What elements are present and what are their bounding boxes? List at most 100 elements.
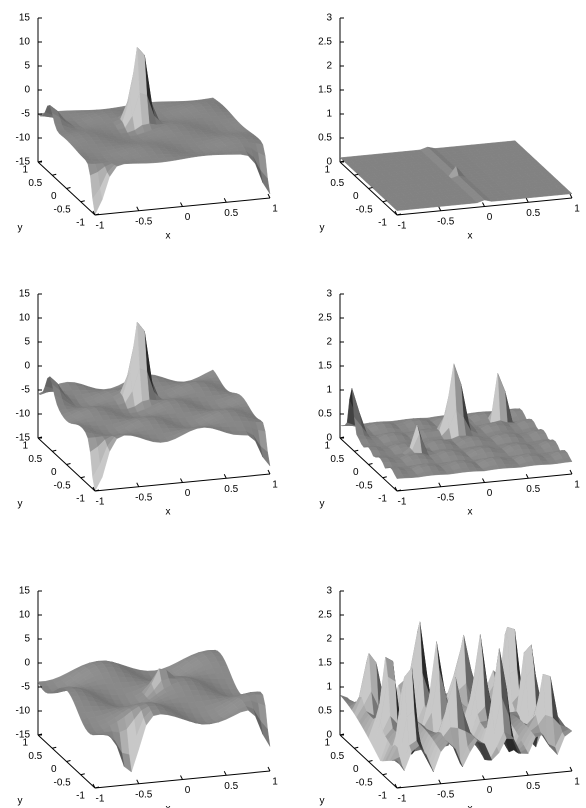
x-tick-label: -1: [96, 794, 105, 805]
x-tick-label: 1: [574, 480, 580, 491]
z-tick-label: 3: [326, 586, 332, 597]
x-tick-label: 0.5: [224, 781, 238, 792]
y-tick-label: -1: [378, 218, 387, 229]
z-tick-label: 0: [24, 361, 30, 372]
x-tick-label: 0: [487, 212, 493, 223]
y-tick-label: 0: [51, 764, 57, 775]
x-tick-label: 0: [185, 785, 191, 796]
z-tick-label: 1.5: [318, 85, 332, 96]
surface-plot: 32.521.510.5010.50-0.5-1-1-0.500.51xy: [318, 586, 580, 808]
x-tick-label: -0.5: [437, 492, 455, 503]
x-tick-label: 0.5: [224, 484, 238, 495]
y-tick: [354, 174, 358, 175]
z-tick-label: 10: [19, 37, 31, 48]
y-tick-label: 1: [22, 441, 28, 452]
x-tick: [570, 767, 572, 771]
z-tick-label: 0.5: [318, 133, 332, 144]
x-axis-label: x: [166, 507, 171, 518]
z-tick-label: 2: [326, 61, 332, 72]
z-tick-label: -10: [16, 706, 31, 717]
x-tick-label: 0.5: [526, 208, 540, 219]
x-tick-label: 1: [272, 204, 278, 215]
y-tick: [67, 761, 71, 762]
y-tick-label: -0.5: [356, 204, 374, 215]
y-tick-label: 0.5: [28, 751, 42, 762]
z-tick-label: 1.5: [318, 361, 332, 372]
z-tick-label: 0: [24, 658, 30, 669]
z-tick-label: 1.5: [318, 658, 332, 669]
x-tick-label: -1: [398, 794, 407, 805]
y-tick-label: 1: [22, 738, 28, 749]
x-axis-label: x: [468, 804, 473, 808]
y-tick: [52, 450, 56, 451]
x-tick-label: -0.5: [437, 789, 455, 800]
x-tick-label: -0.5: [135, 216, 153, 227]
x-tick-label: 0: [185, 212, 191, 223]
y-tick-label: 1: [324, 441, 330, 452]
x-tick: [137, 780, 139, 784]
z-tick-label: 0: [24, 85, 30, 96]
z-tick-label: 3: [326, 13, 332, 24]
y-tick-label: 0: [51, 191, 57, 202]
z-tick-label: 15: [19, 289, 31, 300]
x-tick: [181, 479, 183, 483]
z-tick-label: -5: [21, 682, 30, 693]
y-tick-label: -1: [76, 791, 85, 802]
y-tick: [67, 188, 71, 189]
surface-plot: 151050-5-10-1510.50-0.5-1-1-0.500.51xy: [16, 289, 279, 518]
z-tick-label: -5: [21, 109, 30, 120]
x-tick: [483, 776, 485, 780]
x-tick: [526, 474, 528, 478]
z-tick-label: 1: [326, 109, 332, 120]
x-axis-label: x: [468, 231, 473, 242]
y-tick: [67, 464, 71, 465]
y-tick-label: 1: [324, 165, 330, 176]
y-tick-label: -1: [76, 218, 85, 229]
x-tick: [526, 771, 528, 775]
z-tick-label: -5: [21, 385, 30, 396]
y-tick: [383, 774, 387, 775]
y-tick: [383, 201, 387, 202]
z-tick-label: -10: [16, 133, 31, 144]
x-tick: [526, 198, 528, 202]
surface-plot: 151050-5-10-1510.50-0.5-1-1-0.500.51xy: [16, 13, 279, 242]
y-tick-label: -0.5: [356, 777, 374, 788]
x-tick: [268, 194, 270, 198]
y-tick: [52, 174, 56, 175]
y-axis-label: y: [18, 223, 23, 234]
z-tick-label: 2.5: [318, 37, 332, 48]
x-tick-label: 0.5: [526, 781, 540, 792]
y-axis-label: y: [18, 796, 23, 807]
y-tick-label: 0.5: [330, 751, 344, 762]
surface-plot: 32.521.510.5010.50-0.5-1-1-0.500.51xy: [318, 289, 580, 518]
surface-plot: 151050-5-10-1510.50-0.5-1-1-0.500.51xy: [16, 586, 279, 808]
z-tick-label: 2: [326, 634, 332, 645]
y-tick-label: -1: [378, 791, 387, 802]
x-tick-label: -1: [398, 497, 407, 508]
y-tick-label: -1: [378, 494, 387, 505]
x-tick: [224, 474, 226, 478]
y-tick: [369, 188, 373, 189]
x-tick: [483, 479, 485, 483]
y-axis-label: y: [18, 499, 23, 510]
x-tick: [439, 483, 441, 487]
x-axis-label: x: [468, 507, 473, 518]
y-tick-label: -0.5: [54, 777, 72, 788]
x-axis-label: x: [166, 804, 171, 808]
page: 151050-5-10-1510.50-0.5-1-1-0.500.51xy32…: [0, 0, 586, 808]
x-tick: [268, 767, 270, 771]
x-tick: [224, 771, 226, 775]
x-tick: [181, 776, 183, 780]
z-tick-label: -10: [16, 409, 31, 420]
x-axis-label: x: [166, 231, 171, 242]
z-tick-label: 15: [19, 13, 31, 24]
x-tick-label: 1: [574, 204, 580, 215]
x-tick: [439, 780, 441, 784]
y-tick-label: 0: [353, 467, 359, 478]
y-tick-label: -0.5: [54, 480, 72, 491]
z-tick-label: 5: [24, 61, 30, 72]
x-tick-label: 1: [272, 480, 278, 491]
y-tick-label: 0: [353, 191, 359, 202]
y-tick: [81, 201, 85, 202]
x-tick-label: -0.5: [437, 216, 455, 227]
